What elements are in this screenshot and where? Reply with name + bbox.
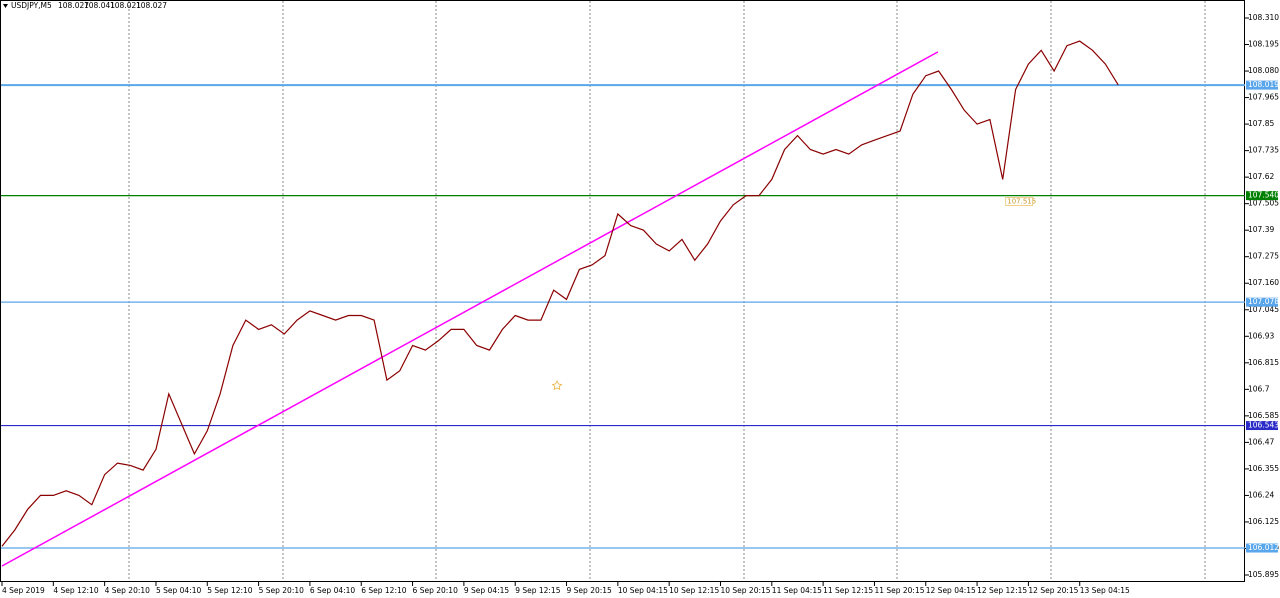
x-tick-label: 10 Sep 20:15 xyxy=(720,586,770,595)
level-label-box xyxy=(1246,80,1278,90)
level-label: 107.540 xyxy=(1248,191,1279,200)
y-tick-label: 105.895 xyxy=(1248,570,1279,579)
x-tick-label: 10 Sep 04:15 xyxy=(618,586,668,595)
x-tick-label: 6 Sep 04:10 xyxy=(310,586,356,595)
ohlc-value: 108.021 xyxy=(110,1,141,10)
x-tick-label: 5 Sep 12:10 xyxy=(207,586,253,595)
y-tick-label: 106.355 xyxy=(1248,464,1279,473)
menu-arrow[interactable] xyxy=(3,4,8,8)
level-label-box xyxy=(1246,297,1278,307)
level-label-box xyxy=(1246,421,1278,431)
x-tick-label: 4 Sep 20:10 xyxy=(105,586,151,595)
y-tick-label: 106.585 xyxy=(1248,411,1279,420)
y-tick-label: 107.045 xyxy=(1248,305,1279,314)
ohlc-value: 108.027 xyxy=(136,1,167,10)
x-tick-label: 11 Sep 04:15 xyxy=(772,586,822,595)
y-tick-label: 106.125 xyxy=(1248,517,1279,526)
y-tick-label: 108.195 xyxy=(1248,40,1279,49)
x-tick-label: 10 Sep 12:15 xyxy=(669,586,719,595)
x-tick-label: 11 Sep 20:15 xyxy=(874,586,924,595)
symbol-title: USDJPY,M5 xyxy=(11,1,52,10)
level-label-box xyxy=(1246,543,1278,553)
level-label-box xyxy=(1246,191,1278,201)
y-tick-label: 106.24 xyxy=(1248,490,1274,499)
level-label: 106.543 xyxy=(1248,421,1279,430)
x-tick-label: 6 Sep 20:10 xyxy=(413,586,459,595)
y-tick-label: 106.93 xyxy=(1248,331,1274,340)
y-tick-label: 107.39 xyxy=(1248,225,1274,234)
y-tick-label: 107.160 xyxy=(1248,278,1279,287)
x-tick-label: 12 Sep 20:15 xyxy=(1028,586,1078,595)
vertical-grid xyxy=(128,1,1206,581)
x-tick-label: 4 Sep 12:10 xyxy=(53,586,99,595)
x-tick-label: 6 Sep 12:10 xyxy=(361,586,407,595)
star-icon xyxy=(551,380,563,391)
y-tick-label: 108.080 xyxy=(1248,66,1279,75)
level-label: 107.078 xyxy=(1248,297,1279,306)
x-tick-label: 13 Sep 04:15 xyxy=(1080,586,1130,595)
y-tick-label: 107.275 xyxy=(1248,252,1279,261)
y-tick-label: 106.7 xyxy=(1248,384,1270,393)
annotation-label: 107.515 xyxy=(1007,197,1036,205)
trendline xyxy=(1,51,939,567)
x-tick-label: 9 Sep 04:15 xyxy=(464,586,510,595)
level-label: 108.019 xyxy=(1248,80,1279,89)
x-tick-label: 12 Sep 12:15 xyxy=(977,586,1027,595)
annotation-box xyxy=(1005,197,1034,206)
x-tick-label: 12 Sep 04:15 xyxy=(926,586,976,595)
y-tick-label: 107.735 xyxy=(1248,146,1279,155)
ohlc-value: 108.027 xyxy=(58,1,89,10)
x-tick-label: 4 Sep 2019 xyxy=(2,586,45,595)
price-line xyxy=(1,40,1119,547)
ohlc-value: 108.041 xyxy=(84,1,115,10)
y-tick-label: 107.85 xyxy=(1248,119,1274,128)
x-tick-label: 11 Sep 12:15 xyxy=(823,586,873,595)
x-tick-label: 9 Sep 20:15 xyxy=(567,586,613,595)
x-tick-label: 5 Sep 20:10 xyxy=(259,586,305,595)
y-tick-label: 106.47 xyxy=(1248,437,1274,446)
y-tick-label: 107.62 xyxy=(1248,172,1274,181)
x-tick-label: 5 Sep 04:10 xyxy=(156,586,202,595)
y-tick-label: 107.965 xyxy=(1248,93,1279,102)
y-tick-label: 107.505 xyxy=(1248,199,1279,208)
x-tick-label: 9 Sep 12:15 xyxy=(515,586,561,595)
plot-border xyxy=(0,0,1245,582)
y-tick-label: 108.310 xyxy=(1248,13,1279,22)
level-label: 106.012 xyxy=(1248,543,1279,552)
y-tick-label: 106.815 xyxy=(1248,358,1279,367)
